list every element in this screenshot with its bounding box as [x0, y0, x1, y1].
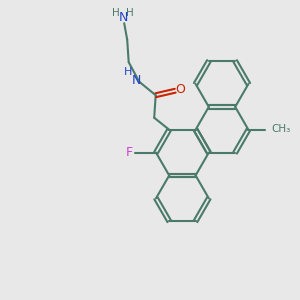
- Text: F: F: [126, 146, 133, 159]
- Text: H: H: [126, 8, 134, 18]
- Text: CH₃: CH₃: [272, 124, 291, 134]
- Text: H: H: [112, 8, 120, 18]
- Text: N: N: [118, 11, 128, 24]
- Text: N: N: [131, 74, 141, 87]
- Text: O: O: [176, 83, 185, 96]
- Text: H: H: [124, 67, 132, 77]
